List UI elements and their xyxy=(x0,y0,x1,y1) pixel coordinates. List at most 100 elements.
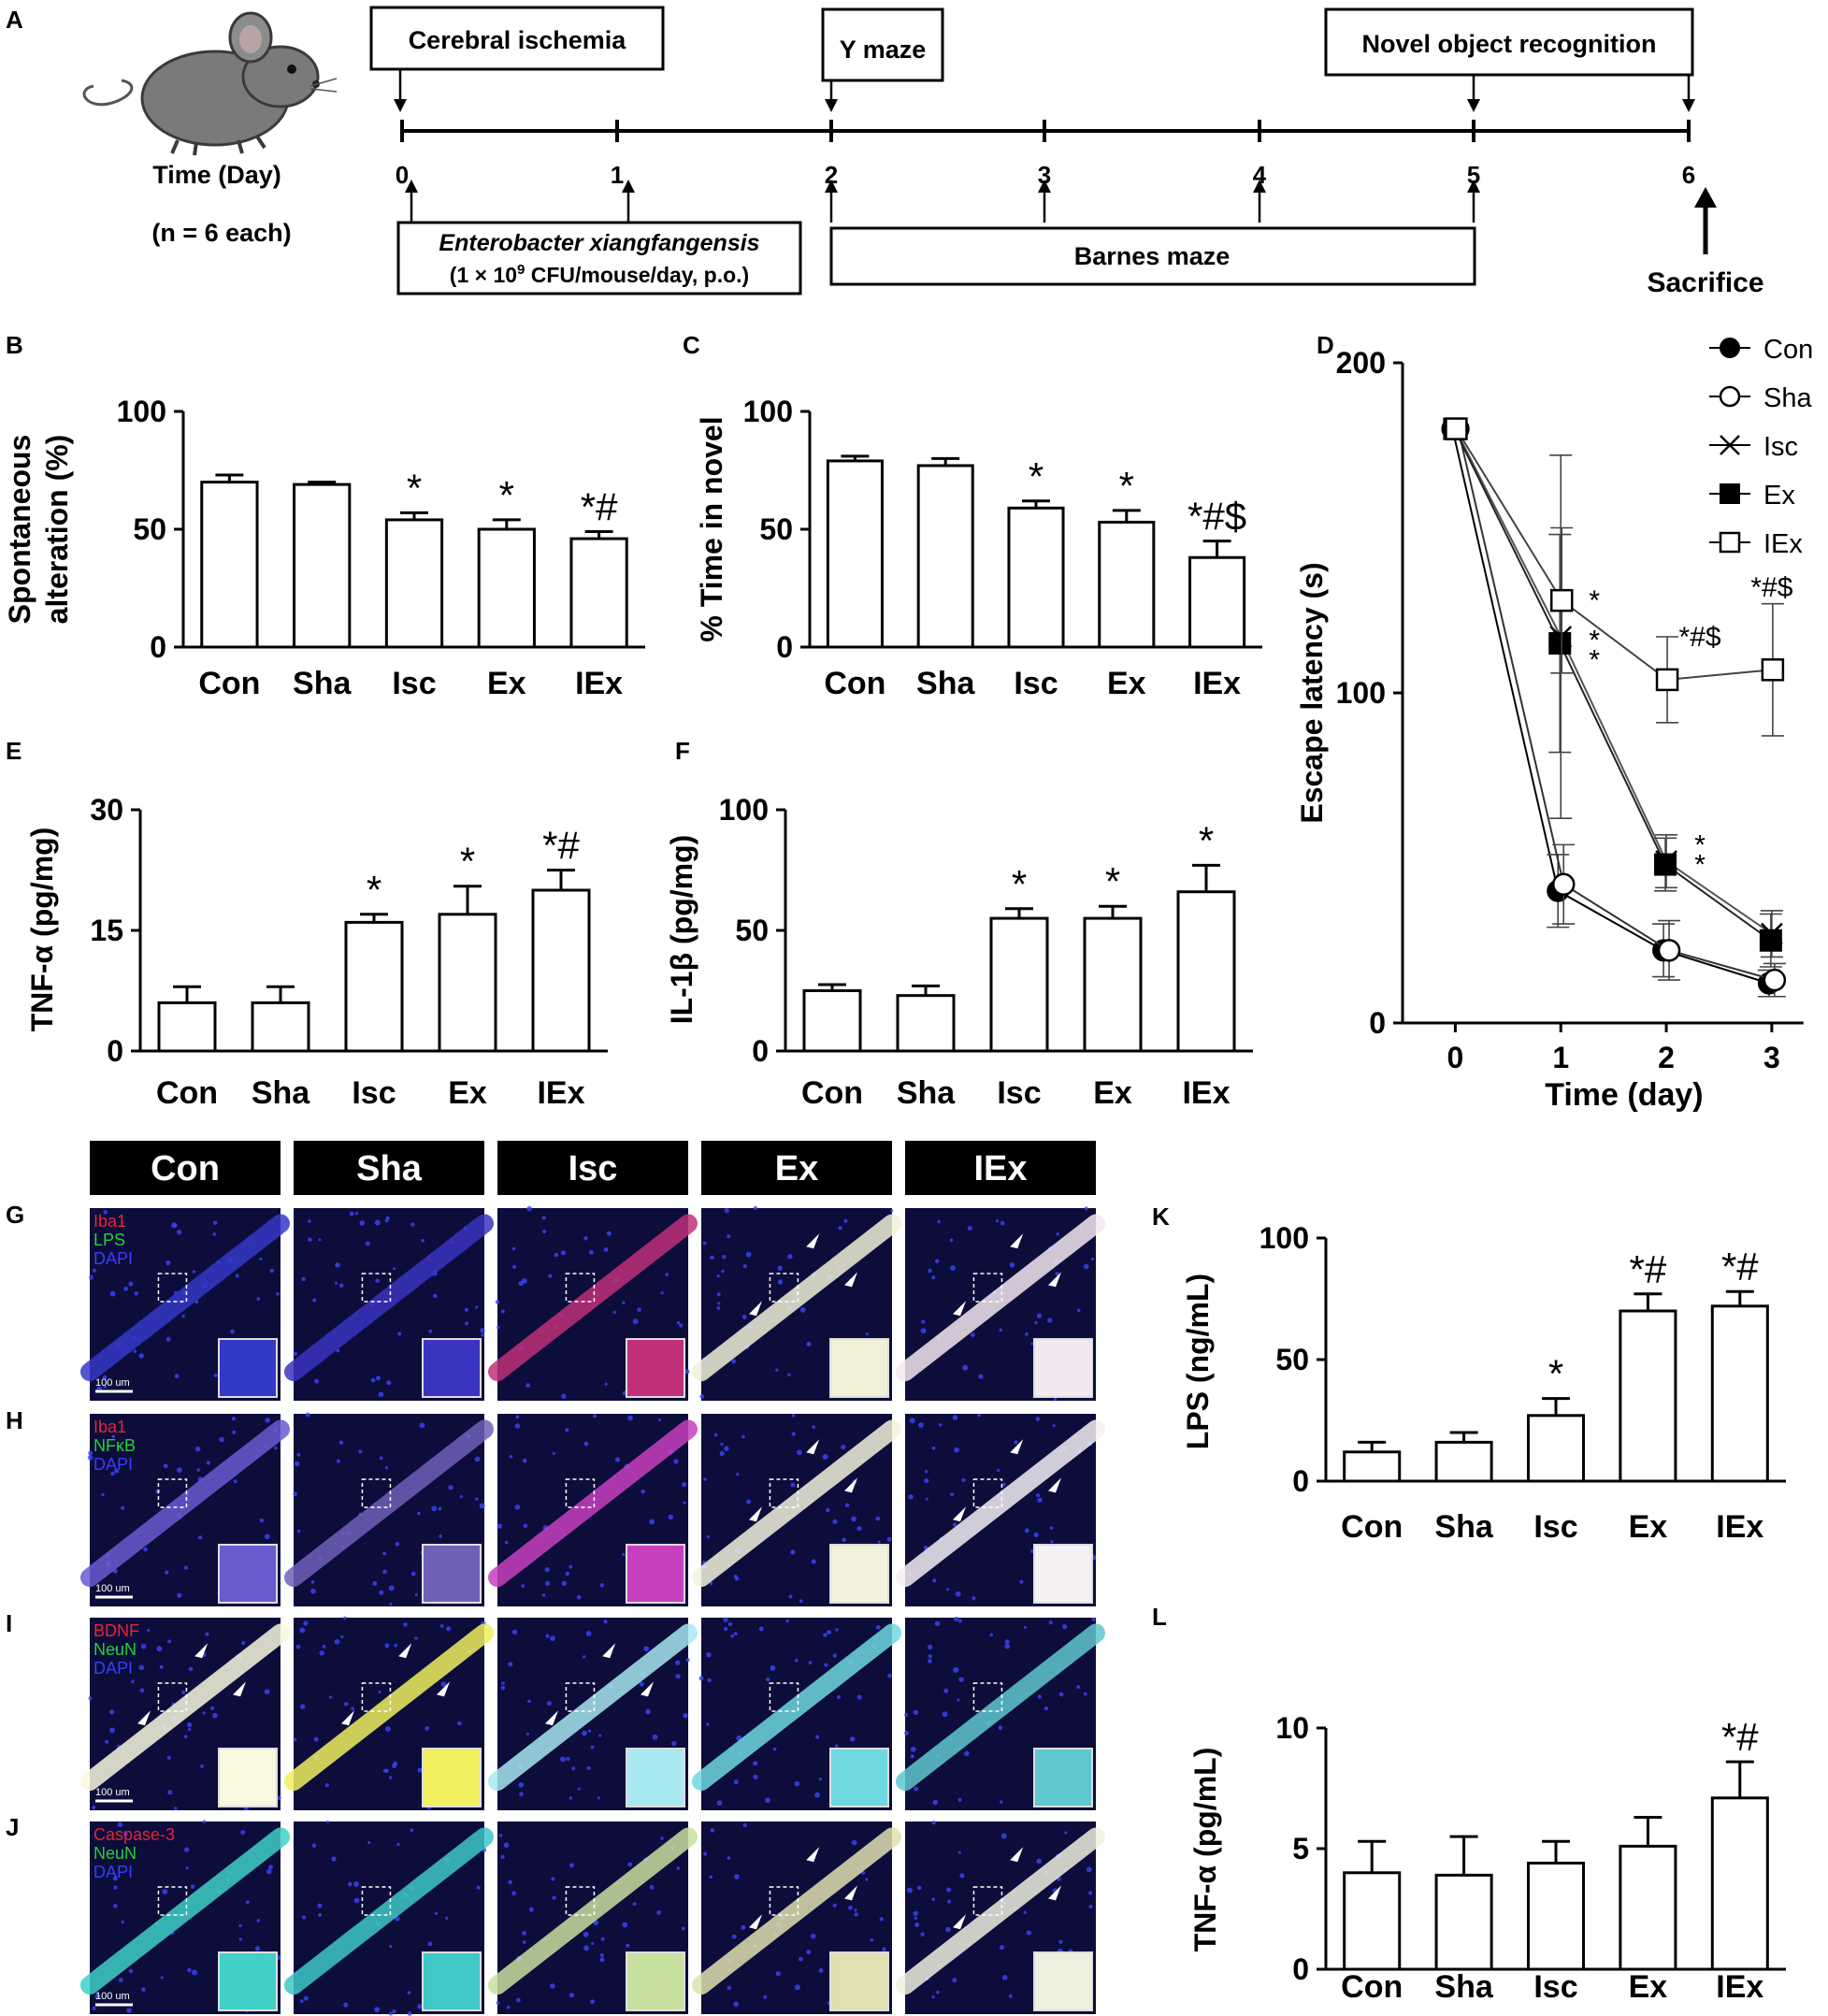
micrograph-nucleus xyxy=(196,1468,200,1472)
arrowhead-icon xyxy=(641,1681,654,1697)
micrograph-nucleus xyxy=(733,1779,739,1785)
micrograph-nucleus xyxy=(382,1551,386,1556)
micrograph-nucleus xyxy=(311,1843,317,1848)
bar xyxy=(200,481,259,649)
stain-label: LPS xyxy=(94,1231,125,1249)
micrograph-nucleus xyxy=(353,1881,359,1887)
micrograph-nucleus xyxy=(310,1580,315,1584)
micrograph-nucleus xyxy=(1058,1939,1063,1944)
micrograph-nucleus xyxy=(569,1796,572,1800)
micrograph-nucleus xyxy=(637,1307,641,1312)
category-label: Sha xyxy=(1434,1969,1493,2005)
micrograph-nucleus xyxy=(113,1885,118,1890)
micrograph-nucleus xyxy=(382,1569,387,1575)
micrograph-nucleus xyxy=(394,1643,397,1648)
micrograph-nucleus xyxy=(612,1310,616,1314)
micrograph-nucleus xyxy=(753,1761,758,1766)
stain-label: BDNF xyxy=(94,1621,139,1640)
micrograph-nucleus xyxy=(1019,1579,1024,1584)
y-tick-label: 50 xyxy=(133,512,166,546)
micrograph-nucleus xyxy=(724,1208,729,1214)
micrograph-nucleus xyxy=(709,1581,713,1586)
significance-label: *#$ xyxy=(1187,495,1246,539)
micrograph-nucleus xyxy=(334,1281,338,1285)
micrograph-nucleus xyxy=(264,1689,270,1695)
micrograph-nucleus xyxy=(676,1320,681,1325)
micrograph-cell-band xyxy=(488,1419,698,1588)
significance-label: * xyxy=(407,466,422,510)
micrograph-nucleus xyxy=(1008,1994,1013,1998)
micrograph-nucleus xyxy=(417,1511,421,1516)
micrograph-nucleus xyxy=(384,1218,389,1223)
y-tick-label: 50 xyxy=(735,914,769,947)
micrograph-nucleus xyxy=(295,1644,301,1649)
micrograph-nucleus xyxy=(121,1921,124,1924)
micrograph-nucleus xyxy=(742,1822,747,1828)
y-axis-label: TNF-α (pg/mL) xyxy=(1188,1748,1222,1952)
chart-k-lps-serum: 0 50 100 LPS (ng/mL) Con Sha Isc * Ex *# IEx *# xyxy=(1181,1221,1786,1545)
data-point xyxy=(1657,939,1681,962)
micrograph-nucleus xyxy=(569,1993,574,1998)
micrograph-nucleus xyxy=(890,1209,894,1213)
micrograph-nucleus xyxy=(348,1881,353,1887)
micrograph-nucleus xyxy=(324,1783,329,1788)
micrograph-nucleus xyxy=(550,1635,555,1641)
micrograph-nucleus xyxy=(1048,1620,1053,1625)
micrograph-nucleus xyxy=(856,1694,862,1700)
y-tick-label: 100 xyxy=(743,395,793,428)
roi-box xyxy=(769,1478,799,1508)
y-axis-label-line: TNF-α (pg/mg) xyxy=(25,828,59,1032)
micrograph-nucleus xyxy=(710,1828,715,1833)
micrograph-nucleus xyxy=(627,1415,633,1421)
category-label: Con xyxy=(824,666,885,701)
micrograph-nucleus xyxy=(110,1471,115,1476)
micrograph-nucleus xyxy=(931,1821,936,1825)
micrograph-nucleus xyxy=(676,1866,681,1870)
micrograph-nucleus xyxy=(1055,1272,1059,1276)
zoom-inset xyxy=(1033,1951,1093,2011)
micrograph-nucleus xyxy=(336,1459,340,1463)
significance-label: *# xyxy=(542,824,580,868)
arrowhead-icon xyxy=(1048,1272,1061,1288)
micrograph-nucleus xyxy=(1000,1220,1005,1226)
data-point xyxy=(1548,632,1572,655)
arrowhead-icon xyxy=(953,1506,966,1522)
micrograph-nucleus xyxy=(1024,1528,1029,1534)
sacrifice-label: Sacrifice xyxy=(1647,267,1763,298)
micrograph-nucleus xyxy=(500,1685,506,1691)
micrograph-cell-band xyxy=(488,1623,698,1792)
roi-box xyxy=(565,1886,596,1916)
roi-box xyxy=(157,1682,188,1712)
micrograph-cell-band xyxy=(80,1419,290,1588)
micrograph-nucleus xyxy=(777,1279,784,1285)
micrograph-nucleus xyxy=(521,1584,525,1588)
panel-letter-j: J xyxy=(6,1813,19,1841)
significance-label: * xyxy=(1589,645,1600,676)
micrograph-nucleus xyxy=(770,1665,776,1671)
micrograph-nucleus xyxy=(522,1930,526,1936)
micrograph-nucleus xyxy=(989,1633,994,1637)
micrograph-nucleus xyxy=(777,1265,783,1272)
arrowhead-icon xyxy=(806,1439,820,1455)
treatment-name: Enterobacter xiangfangensis xyxy=(439,230,759,256)
y-axis-label-line: alteration (%) xyxy=(40,435,74,625)
stain-label: Iba1 xyxy=(94,1418,126,1436)
micrograph-nucleus xyxy=(128,1968,134,1974)
roi-box xyxy=(361,1682,392,1712)
micrograph-nucleus xyxy=(632,1318,639,1325)
micrograph-nucleus xyxy=(439,1534,442,1538)
timeline-day-labels: 0 1 2 3 4 5 6 xyxy=(396,161,1695,189)
micrograph-nucleus xyxy=(741,1315,747,1319)
micrograph-nucleus xyxy=(1044,1706,1049,1711)
micrograph-nucleus xyxy=(528,1907,535,1912)
micrograph-nucleus xyxy=(823,1633,828,1637)
series-line xyxy=(1453,428,1772,942)
micrograph-nucleus xyxy=(614,1457,621,1462)
scale-bar-label: 100 um xyxy=(95,1787,130,1798)
micrograph-nucleus xyxy=(231,1417,236,1421)
y-axis-label: Escape latency (s) xyxy=(1295,562,1329,823)
legend-label: Sha xyxy=(1763,383,1812,413)
micrograph-nucleus xyxy=(834,1744,839,1749)
micrograph-nucleus xyxy=(235,1274,239,1278)
